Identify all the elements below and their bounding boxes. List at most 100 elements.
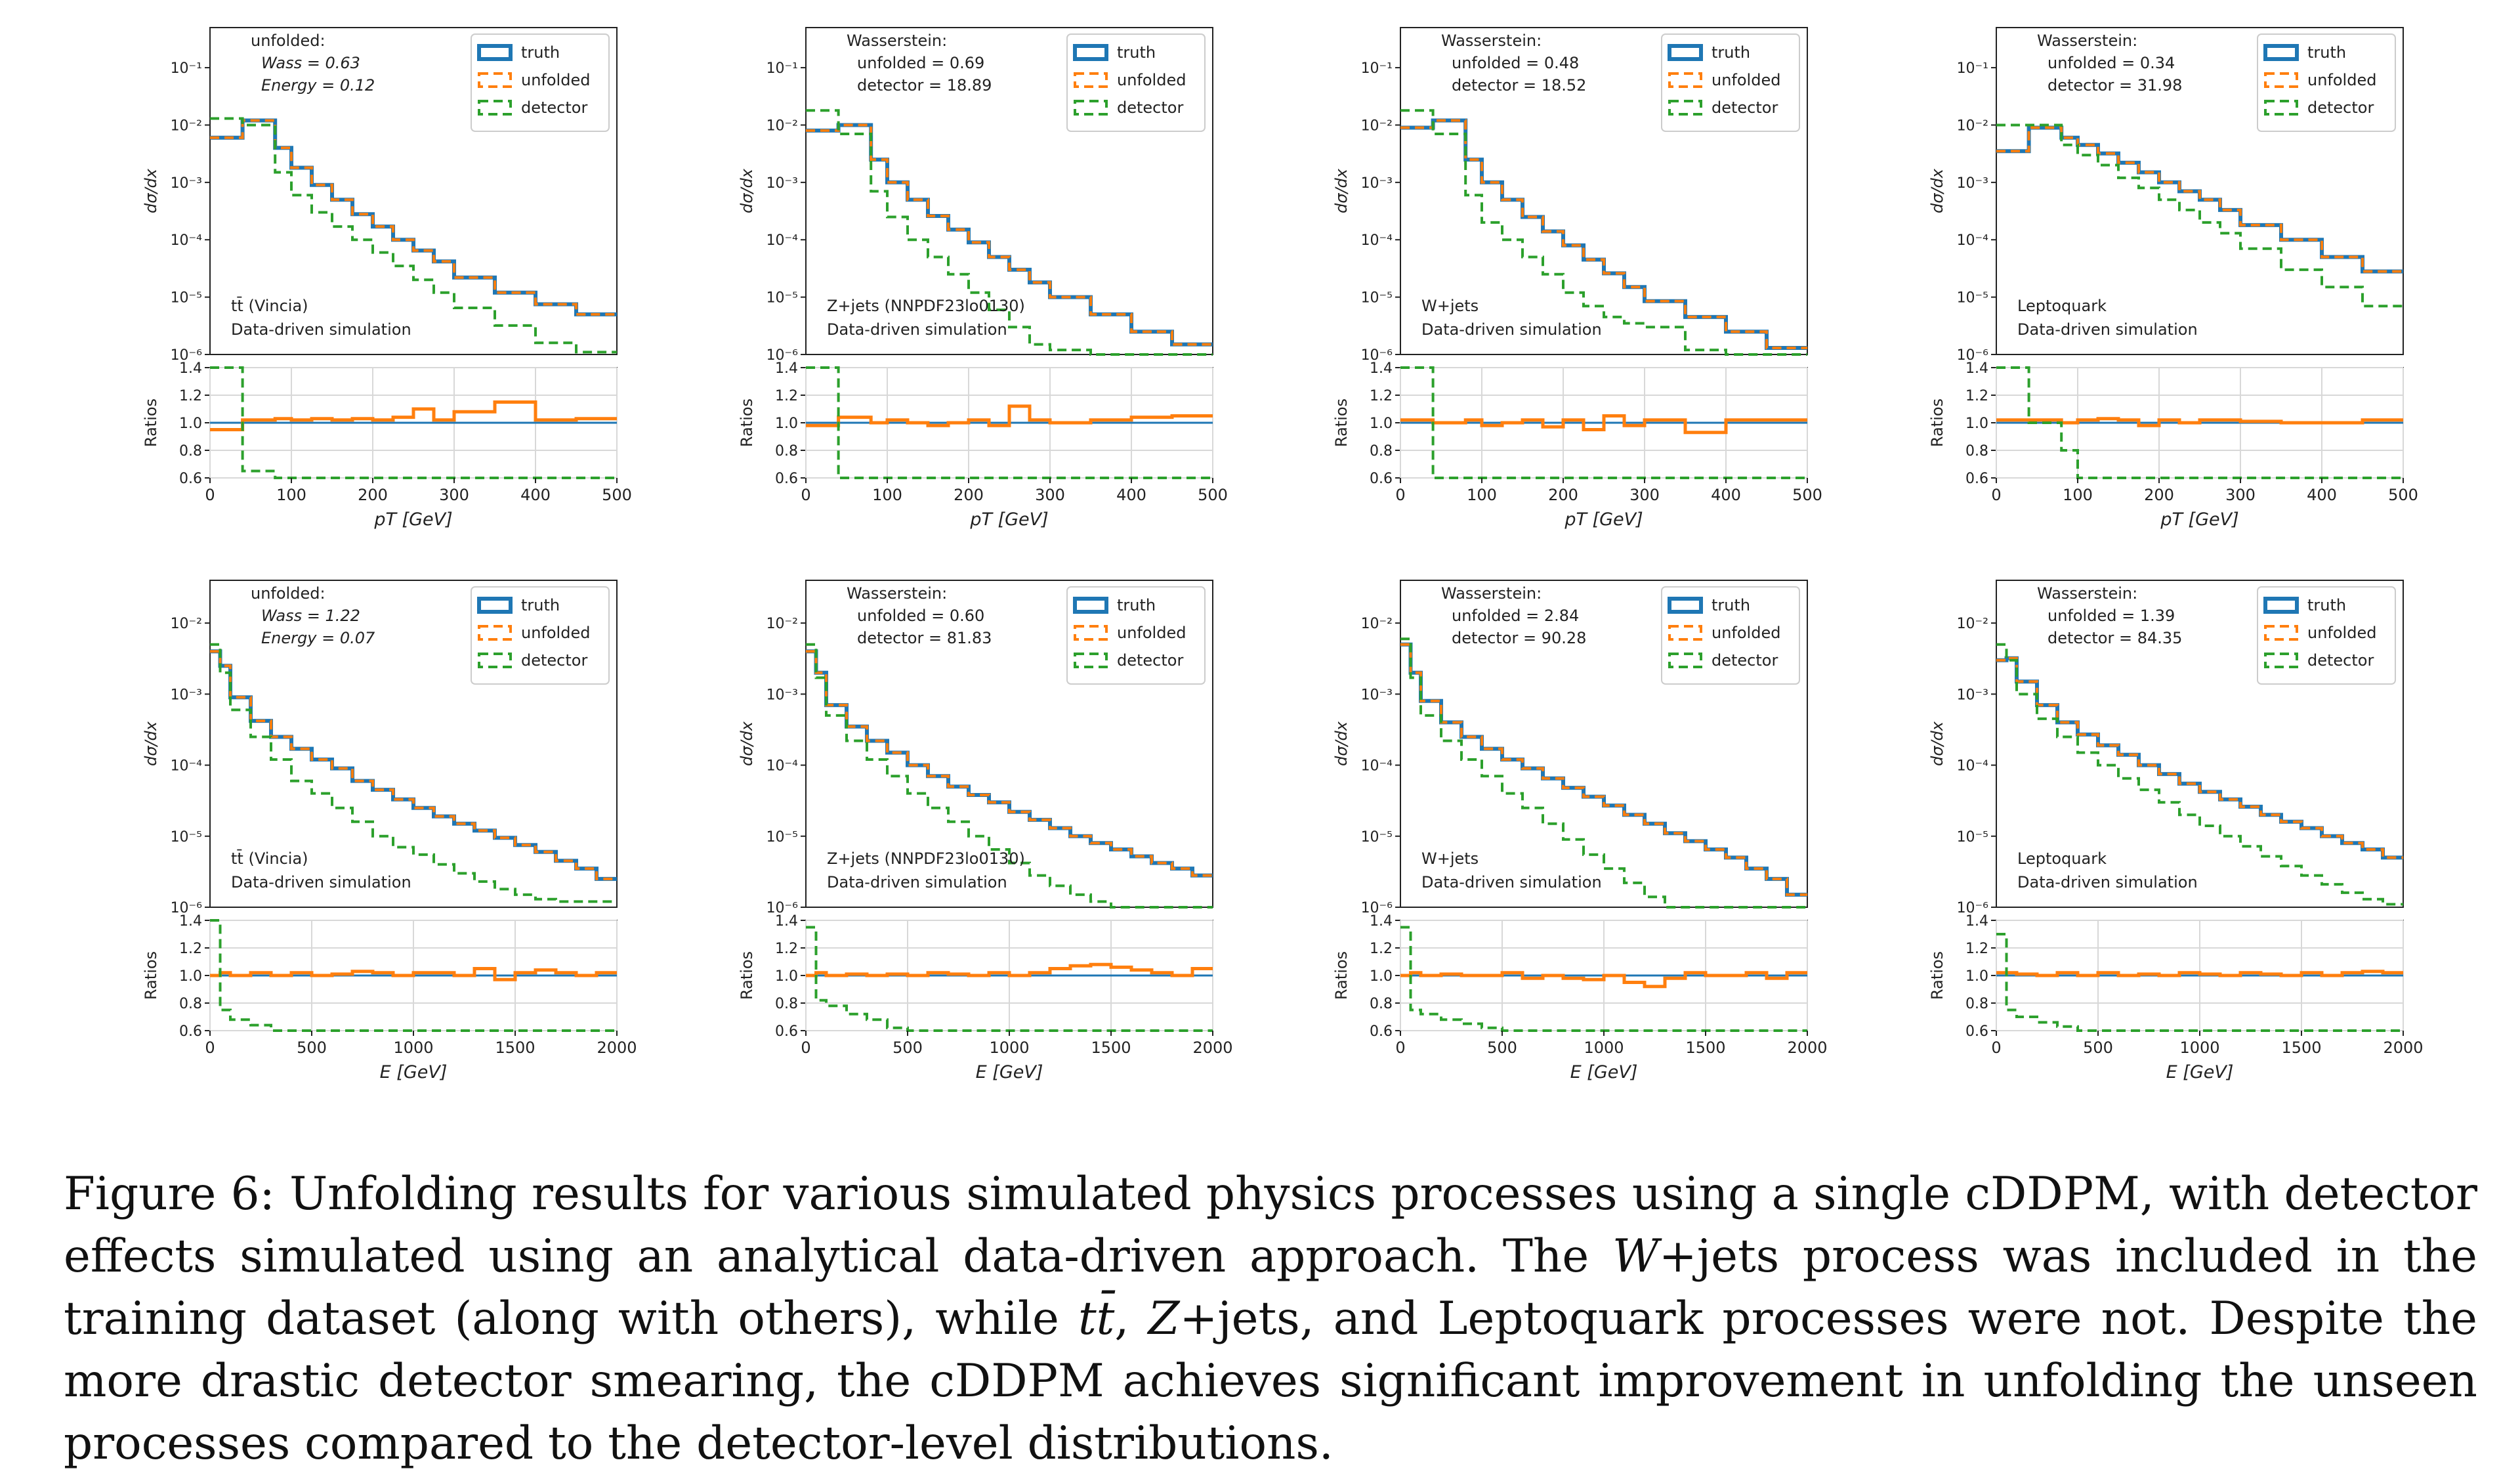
process-label: W+jets	[1421, 849, 1479, 868]
x-tick-label: 400	[2307, 486, 2337, 504]
detector-ratio-histogram	[1996, 933, 2403, 1032]
metric-value: Wass = 0.63	[261, 54, 360, 72]
x-tick-label: 200	[954, 486, 984, 504]
y-tick-label: 10⁻⁴	[766, 232, 799, 249]
unfolded-ratio-histogram	[806, 962, 1213, 977]
x-tick-label: 300	[1629, 486, 1660, 504]
metric-title: Wasserstein:	[847, 584, 947, 603]
unfolded-ratio-histogram	[1400, 414, 1807, 435]
y-tick-label: 10⁻³	[1361, 687, 1393, 703]
y-tick-label: 10⁻⁶	[1361, 900, 1393, 916]
ratio-y-tick-label: 1.2	[179, 941, 202, 957]
y-tick-label: 10⁻⁵	[171, 290, 202, 307]
x-tick-label: 0	[1991, 486, 2001, 504]
y-tick-label: 10⁻⁴	[1957, 232, 1989, 249]
legend-label-detector: detector	[521, 98, 587, 117]
process-label: Z+jets (NNPDF23lo0130)	[827, 849, 1025, 868]
ratio-y-tick-label: 0.6	[1965, 471, 1988, 487]
metric-value: unfolded = 0.48	[1452, 54, 1579, 72]
x-tick-label: 2000	[2383, 1039, 2423, 1057]
ratio-y-tick-label: 1.4	[1965, 360, 1988, 377]
x-tick-label: 100	[2063, 486, 2093, 504]
y-axis-label: dσ/dx	[1928, 168, 1946, 213]
y-tick-label: 10⁻²	[766, 616, 798, 632]
legend-label-detector: detector	[2307, 98, 2374, 117]
metric-value: detector = 90.28	[1452, 629, 1586, 647]
legend-label-unfolded: unfolded	[1117, 71, 1186, 89]
ratio-y-tick-label: 1.4	[1965, 913, 1988, 930]
metric-value: detector = 81.83	[857, 629, 992, 647]
ratio-y-axis-label: Ratios	[1332, 951, 1351, 1000]
y-tick-label: 10⁻⁵	[171, 829, 202, 846]
metric-value: Energy = 0.07	[261, 629, 375, 647]
legend-label-unfolded: unfolded	[521, 624, 590, 642]
y-tick-label: 10⁻⁶	[171, 900, 203, 916]
x-tick-label: 100	[276, 486, 306, 504]
metric-value: unfolded = 0.60	[857, 607, 984, 625]
ratio-y-axis-label: Ratios	[738, 398, 756, 447]
ratio-y-axis-label: Ratios	[142, 398, 160, 447]
y-tick-label: 10⁻²	[1957, 616, 1988, 632]
y-tick-label: 10⁻⁶	[766, 347, 799, 364]
y-axis-label: dσ/dx	[1332, 168, 1351, 213]
y-axis-label: dσ/dx	[1332, 721, 1351, 766]
ratio-y-tick-label: 0.6	[1370, 471, 1393, 487]
legend-label-unfolded: unfolded	[1712, 624, 1780, 642]
x-tick-label: 0	[205, 486, 215, 504]
ratio-y-tick-label: 1.0	[775, 416, 798, 432]
x-tick-label: 500	[297, 1039, 327, 1057]
detector-histogram	[1996, 123, 2403, 308]
x-tick-label: 1000	[989, 1039, 1029, 1057]
legend-label-unfolded: unfolded	[1712, 71, 1780, 89]
y-axis-label: dσ/dx	[1928, 721, 1946, 766]
y-tick-label: 10⁻¹	[1957, 60, 1988, 77]
figure-caption: Figure 6: Unfolding results for various …	[64, 1168, 2478, 1470]
unfolded-ratio-histogram	[1996, 417, 2403, 427]
x-tick-label: 300	[439, 486, 469, 504]
ratio-y-tick-label: 1.0	[179, 968, 202, 985]
detector-ratio-histogram	[806, 366, 1213, 479]
y-axis-label: dσ/dx	[142, 721, 160, 766]
x-tick-label: 500	[1792, 486, 1822, 504]
x-tick-label: 400	[1116, 486, 1146, 504]
detector-ratio-histogram	[1996, 366, 2403, 479]
y-tick-label: 10⁻⁶	[1957, 900, 1989, 916]
unfolded-histogram	[1996, 126, 2403, 273]
x-tick-label: 100	[872, 486, 902, 504]
ratio-y-axis-label: Ratios	[1928, 951, 1946, 1000]
x-axis-label: pT [GeV]	[969, 509, 1048, 530]
legend-swatch-detector	[1074, 100, 1108, 116]
process-label: Leptoquark	[2017, 297, 2107, 315]
unfolded-ratio-histogram	[210, 400, 617, 431]
legend-swatch-truth	[2263, 44, 2299, 61]
y-tick-label: 10⁻⁶	[766, 900, 799, 916]
ratio-y-tick-label: 1.4	[179, 360, 202, 377]
ratio-y-tick-label: 1.2	[1965, 941, 1988, 957]
y-tick-label: 10⁻¹	[766, 60, 798, 77]
x-tick-label: 500	[1487, 1039, 1517, 1057]
legend-swatch-truth	[1073, 44, 1108, 61]
x-tick-label: 200	[1548, 486, 1578, 504]
y-tick-label: 10⁻³	[766, 175, 798, 192]
legend-swatch-unfolded	[1074, 625, 1108, 641]
metric-title: Wasserstein:	[2037, 32, 2137, 50]
panel-E-wjets: 10⁻⁶ 10⁻⁵ 10⁻⁴ 10⁻³ 10⁻² dσ/dx Wasserstein: unf…	[1332, 580, 1828, 1082]
ratio-y-tick-label: 1.0	[1965, 968, 1988, 985]
unfolded-histogram	[1400, 643, 1807, 896]
metric-value: detector = 18.52	[1452, 76, 1586, 95]
legend-swatch-unfolded	[478, 625, 512, 641]
y-tick-label: 10⁻⁴	[766, 758, 799, 775]
y-tick-label: 10⁻²	[171, 118, 202, 134]
ratio-y-tick-label: 1.0	[1370, 968, 1393, 985]
ratio-y-tick-label: 1.4	[179, 913, 202, 930]
detector-histogram	[1400, 109, 1807, 356]
x-axis-label: pT [GeV]	[373, 509, 452, 530]
detector-ratio-histogram	[1400, 926, 1807, 1032]
process-label: Z+jets (NNPDF23lo0130)	[827, 297, 1025, 315]
x-tick-label: 1000	[393, 1039, 433, 1057]
legend-label-truth: truth	[1712, 43, 1750, 62]
metric-value: unfolded = 0.69	[857, 54, 984, 72]
ratio-y-tick-label: 0.8	[775, 443, 798, 460]
y-tick-label: 10⁻³	[1361, 175, 1393, 192]
ratio-y-tick-label: 1.2	[1370, 388, 1393, 404]
